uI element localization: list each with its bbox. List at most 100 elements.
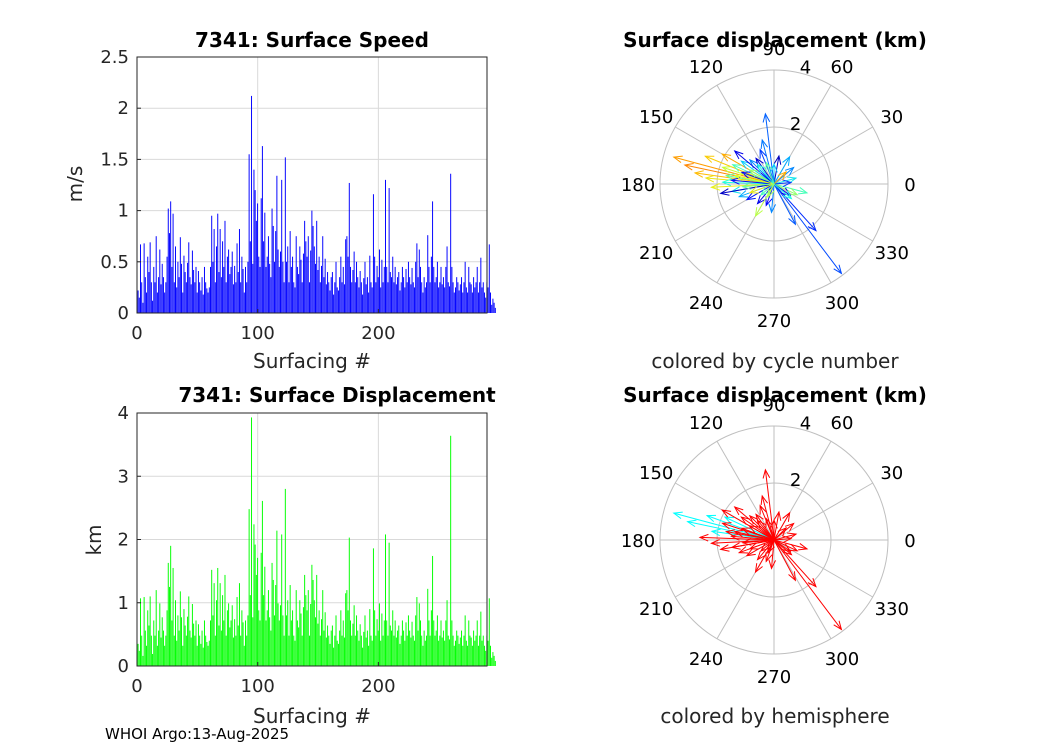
displacement-bar bbox=[237, 625, 239, 666]
speed-bar bbox=[161, 263, 163, 313]
displacement-bar bbox=[252, 617, 254, 666]
speed-bar bbox=[194, 282, 196, 313]
speed-bar bbox=[206, 288, 208, 313]
polar-hemisphere-arrow-shaft bbox=[746, 539, 775, 557]
displacement-bar bbox=[330, 630, 332, 666]
polar-cycle-angle-label: 240 bbox=[689, 293, 723, 314]
displacement-bar bbox=[147, 610, 149, 666]
polar-cycle-arrow-head bbox=[731, 164, 742, 172]
speed-bar bbox=[327, 272, 329, 313]
speed-bar bbox=[271, 208, 273, 313]
polar-hemisphere-arrow-head bbox=[737, 546, 749, 554]
displacement-bar bbox=[211, 569, 213, 666]
speed-bar bbox=[222, 241, 224, 313]
displacement-bar bbox=[399, 643, 401, 666]
speed-bar bbox=[398, 272, 400, 313]
displacement-bar bbox=[453, 645, 455, 666]
speed-bar bbox=[267, 236, 269, 313]
displacement-bar bbox=[213, 583, 215, 666]
speed-bar bbox=[477, 292, 479, 313]
displacement-bar bbox=[365, 637, 367, 666]
polar-cycle-arrow-head bbox=[765, 161, 773, 172]
polar-cycle-arrow bbox=[745, 183, 775, 201]
polar-hemisphere-arrow-shaft bbox=[773, 539, 796, 581]
displacement-bar bbox=[439, 635, 441, 666]
displacement-bar bbox=[280, 605, 281, 666]
speed-bar bbox=[487, 287, 489, 313]
speed-bar bbox=[238, 229, 240, 313]
polar-hemisphere-arrow bbox=[759, 539, 775, 552]
polar-hemisphere-arrow-shaft bbox=[742, 539, 775, 544]
displacement-bar bbox=[290, 620, 292, 666]
speed-bar bbox=[308, 282, 310, 313]
speed-bar bbox=[426, 282, 428, 313]
polar-cycle-arrow-shaft bbox=[773, 183, 792, 200]
displacement-bar bbox=[376, 619, 378, 666]
speed-bar bbox=[328, 282, 330, 313]
displacement-bar bbox=[423, 630, 425, 666]
displacement-bar bbox=[255, 574, 257, 666]
displacement-bar bbox=[475, 635, 477, 666]
displacement-bar bbox=[238, 583, 240, 666]
speed-bar bbox=[485, 297, 487, 313]
displacement-bar bbox=[277, 603, 279, 666]
speed-bar bbox=[403, 277, 405, 313]
speed-bar bbox=[260, 198, 262, 313]
speed-bar bbox=[427, 235, 429, 313]
polar-hemisphere-arrow-shaft bbox=[761, 495, 775, 541]
speed-bar bbox=[411, 267, 413, 313]
speed-bar bbox=[175, 246, 176, 313]
speed-bar bbox=[310, 250, 312, 313]
polar-hemisphere-arrow-head bbox=[788, 571, 797, 582]
polar-hemisphere-caption: colored by hemisphere bbox=[660, 704, 889, 728]
speed-bar bbox=[377, 277, 379, 313]
speed-bar bbox=[243, 292, 245, 313]
speed-bar bbox=[475, 282, 477, 313]
polar-hemisphere-arrow-head bbox=[777, 526, 788, 537]
polar-hemisphere-arrow bbox=[745, 539, 775, 557]
displacement-bar bbox=[494, 660, 496, 666]
polar-hemisphere-arrow bbox=[773, 535, 793, 544]
speed-bar bbox=[422, 292, 424, 313]
displacement-bar bbox=[156, 645, 158, 666]
speed-bar bbox=[407, 261, 409, 313]
polar-hemisphere-arrow-head bbox=[741, 538, 752, 546]
displacement-bar bbox=[191, 604, 193, 666]
polar-hemisphere-arrow-head bbox=[740, 527, 751, 535]
speed-bar bbox=[483, 292, 485, 313]
speed-bar bbox=[167, 208, 169, 313]
displacement-ytick-label: 4 bbox=[118, 403, 129, 424]
polar-cycle-arrow-shaft bbox=[773, 183, 798, 196]
speed-bar bbox=[488, 244, 490, 313]
speed-bar bbox=[290, 266, 292, 313]
polar-cycle-rtick-label: 2 bbox=[790, 114, 801, 135]
polar-hemisphere-angle-label: 0 bbox=[904, 531, 915, 552]
speed-bar bbox=[453, 292, 455, 313]
displacement-bar bbox=[463, 635, 465, 666]
speed-bar bbox=[242, 268, 244, 313]
speed-bar bbox=[223, 266, 225, 313]
speed-bar bbox=[143, 243, 145, 313]
speed-bar bbox=[378, 249, 380, 313]
displacement-bar bbox=[350, 620, 351, 666]
speed-bar bbox=[182, 292, 184, 313]
speed-bar bbox=[301, 282, 303, 313]
speed-bar bbox=[205, 282, 207, 313]
speed-bar bbox=[462, 292, 464, 313]
polar-hemisphere-arrow-head bbox=[733, 529, 744, 538]
speed-bar bbox=[387, 282, 389, 313]
speed-bar bbox=[231, 251, 233, 313]
displacement-bar bbox=[422, 645, 424, 666]
displacement-bar bbox=[278, 620, 280, 666]
polar-hemisphere-arrow-head bbox=[787, 532, 798, 540]
displacement-bar bbox=[359, 624, 361, 666]
speed-bar bbox=[368, 292, 370, 313]
displacement-bar bbox=[450, 435, 452, 666]
speed-bar bbox=[319, 282, 321, 313]
displacement-bar bbox=[387, 635, 389, 666]
polar-cycle-angle-label: 90 bbox=[763, 39, 786, 60]
displacement-plot-area: 0 100 200 0 1 2 3 4 bbox=[118, 403, 496, 697]
displacement-bar bbox=[288, 635, 290, 666]
speed-bar bbox=[336, 287, 338, 313]
